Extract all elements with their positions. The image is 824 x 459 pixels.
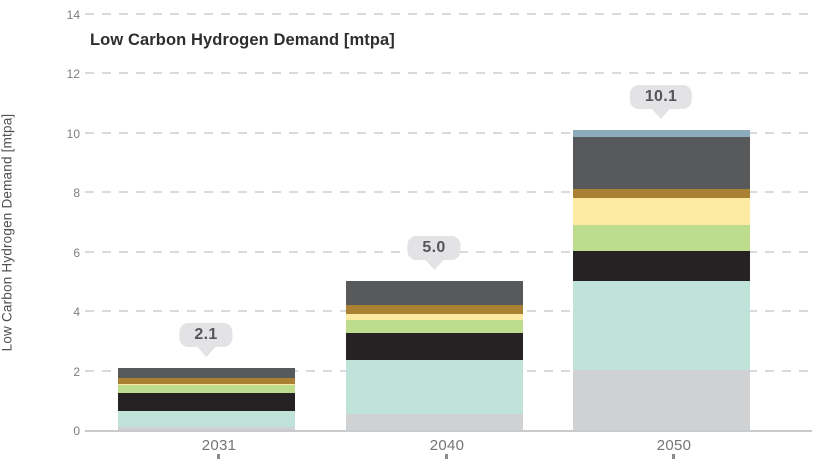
- bar-segment-light-gray: [345, 413, 523, 430]
- x-tick-label: 2040: [429, 437, 465, 454]
- y-tick-label: 10: [66, 126, 80, 141]
- bar-segment-light-green: [345, 319, 523, 334]
- bar-segment-mint-teal: [117, 410, 295, 428]
- bar-segment-pale-yellow: [572, 197, 750, 225]
- value-callout: 10.1: [629, 84, 693, 119]
- cutoff-text-mark: [217, 454, 220, 459]
- value-callout: 5.0: [407, 236, 461, 271]
- x-tick-label: 2031: [201, 437, 237, 454]
- callout-pointer-icon: [425, 260, 443, 271]
- bar-segment-black: [117, 392, 295, 411]
- bar-segment-ochre-brown: [572, 189, 750, 198]
- bar-segment-light-gray: [117, 427, 295, 430]
- bar-segment-mint-teal: [572, 281, 750, 371]
- callout-value: 2.1: [179, 322, 233, 347]
- gridline: [85, 191, 812, 193]
- bar-segment-dark-gray: [572, 136, 750, 190]
- gridline: [85, 72, 812, 74]
- bar-segment-black: [572, 251, 750, 282]
- y-tick-label: 14: [66, 7, 80, 22]
- bar-segment-dark-gray: [345, 281, 523, 306]
- y-tick-label: 8: [73, 186, 80, 200]
- y-tick-label: 4: [73, 305, 80, 319]
- bar-segment-pale-yellow: [117, 383, 295, 386]
- cutoff-text-mark: [672, 454, 675, 459]
- bar-segment-black: [345, 333, 523, 361]
- callout-value: 10.1: [629, 84, 693, 109]
- value-callout: 2.1: [179, 322, 233, 357]
- callout-pointer-icon: [652, 108, 670, 119]
- chart-title: Low Carbon Hydrogen Demand [mtpa]: [90, 31, 395, 49]
- bar-2040: [345, 281, 523, 430]
- bar-2031: [117, 367, 295, 430]
- bar-segment-light-green: [117, 385, 295, 393]
- x-axis-line: [85, 430, 812, 432]
- y-tick-label: 6: [73, 245, 80, 260]
- callout-value: 5.0: [407, 236, 461, 261]
- y-tick-label: 12: [66, 67, 80, 81]
- gridline: [85, 12, 812, 15]
- bar-2050: [572, 129, 750, 430]
- bar-segment-light-gray: [572, 370, 750, 430]
- x-tick-label: 2050: [656, 437, 692, 454]
- y-axis-label: Low Carbon Hydrogen Demand [mtpa]: [0, 113, 15, 352]
- bar-segment-light-green: [572, 224, 750, 252]
- callout-pointer-icon: [197, 346, 215, 357]
- y-tick-label: 0: [73, 424, 80, 438]
- cutoff-text-mark: [445, 454, 448, 459]
- gridline: [85, 131, 812, 134]
- bar-segment-pale-yellow: [345, 314, 523, 320]
- y-tick-label: 2: [73, 364, 80, 379]
- bar-segment-mint-teal: [345, 360, 523, 414]
- bar-segment-steel-blue: [572, 129, 750, 137]
- bar-segment-ochre-brown: [117, 377, 295, 384]
- bar-segment-dark-gray: [117, 367, 295, 378]
- bar-segment-ochre-brown: [345, 305, 523, 315]
